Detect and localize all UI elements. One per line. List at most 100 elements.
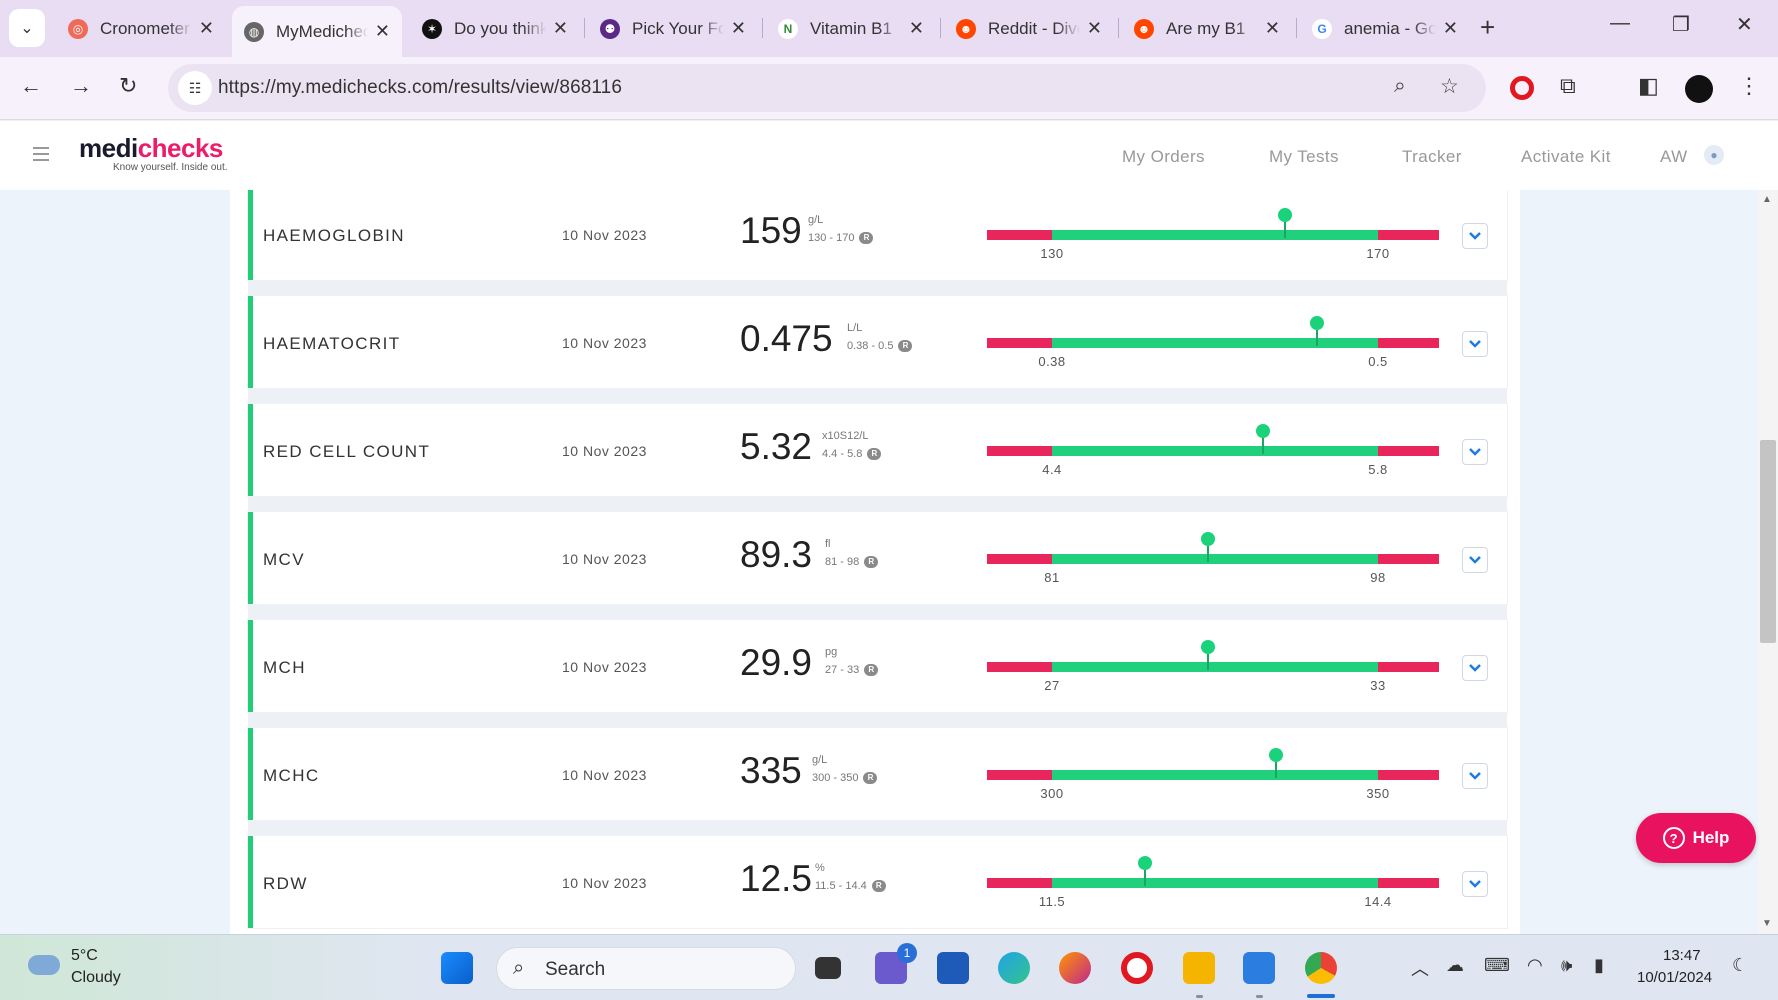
side-panel-icon[interactable]: ◧ xyxy=(1638,73,1659,98)
tab-are-my-b1[interactable]: ☻ Are my B1 ✕ xyxy=(1122,8,1292,49)
range-info-badge[interactable]: R xyxy=(898,340,913,352)
tab-mymedichecks[interactable]: ◍ MyMedichecks ✕ xyxy=(232,6,402,57)
result-marker xyxy=(1201,640,1215,670)
range-info-badge[interactable]: R xyxy=(864,556,879,568)
menu-kebab-icon[interactable]: ⋮ xyxy=(1738,73,1760,98)
result-row[interactable]: MCHC 10 Nov 2023 335 g/L 300 - 350 R 300… xyxy=(248,728,1507,820)
result-row[interactable]: MCH 10 Nov 2023 29.9 pg 27 - 33 R 27 33 xyxy=(248,620,1507,712)
volume-icon[interactable]: 🕪 xyxy=(1561,955,1573,975)
hamburger-menu-icon[interactable] xyxy=(33,147,49,165)
task-view-icon[interactable] xyxy=(815,957,841,979)
tab-close-icon[interactable]: ✕ xyxy=(1442,18,1458,38)
firefox-icon[interactable] xyxy=(1059,952,1091,984)
result-value: 29.9 xyxy=(740,642,813,683)
expand-row-button[interactable] xyxy=(1462,331,1488,357)
tab-reddit[interactable]: ☻ Reddit - Dive ✕ xyxy=(944,8,1114,49)
url-text[interactable]: https://my.medichecks.com/results/view/8… xyxy=(218,77,623,98)
forward-icon[interactable]: → xyxy=(70,73,92,98)
cloud-icon xyxy=(28,955,60,975)
keyboard-icon[interactable]: ⌨ xyxy=(1484,955,1510,975)
range-high-label: 98 xyxy=(1370,570,1386,585)
range-info-badge[interactable]: R xyxy=(863,772,878,784)
nav-activate-kit[interactable]: Activate Kit xyxy=(1521,147,1611,166)
reference-range-text: 4.4 - 5.8 xyxy=(822,448,863,460)
tab-do-you-think[interactable]: ✶ Do you think ✕ xyxy=(410,8,580,49)
taskbar-search[interactable]: ⌕ Search xyxy=(496,947,796,990)
result-row[interactable]: RDW 10 Nov 2023 12.5 % 11.5 - 14.4 R 11.… xyxy=(248,836,1507,928)
user-initials[interactable]: AW xyxy=(1660,147,1688,166)
do-not-disturb-icon[interactable]: ☾ xyxy=(1732,955,1749,975)
tab-pick-your-food[interactable]: ⚉ Pick Your Food ✕ xyxy=(588,8,758,49)
range-low-label: 0.38 xyxy=(1038,354,1066,369)
nav-tracker[interactable]: Tracker xyxy=(1402,147,1462,166)
clock-date[interactable]: 10/01/2024 xyxy=(1637,969,1713,986)
result-row[interactable]: HAEMATOCRIT 10 Nov 2023 0.475 L/L 0.38 -… xyxy=(248,296,1507,388)
expand-row-button[interactable] xyxy=(1462,223,1488,249)
address-bar[interactable]: ☷ https://my.medichecks.com/results/view… xyxy=(168,64,1486,112)
result-row[interactable]: RED CELL COUNT 10 Nov 2023 5.32 x10S12/L… xyxy=(248,404,1507,496)
notepad-icon[interactable] xyxy=(1243,952,1275,984)
tab-close-icon[interactable]: ✕ xyxy=(730,18,746,38)
tab-close-icon[interactable]: ✕ xyxy=(1086,18,1102,38)
profile-avatar[interactable] xyxy=(1685,75,1713,103)
chrome-icon[interactable] xyxy=(1305,952,1337,984)
reference-range-text: 27 - 33 xyxy=(825,664,860,676)
tab-close-icon[interactable]: ✕ xyxy=(908,18,924,38)
close-window-icon[interactable]: ✕ xyxy=(1736,14,1753,36)
result-name: MCV xyxy=(263,550,305,569)
onedrive-icon[interactable]: ☁ xyxy=(1446,955,1464,975)
tab-title: Vitamin B1 xyxy=(810,18,892,38)
clock-time[interactable]: 13:47 xyxy=(1663,947,1701,964)
new-tab-icon[interactable]: + xyxy=(1480,12,1496,42)
result-unit: L/L xyxy=(847,322,863,334)
back-icon[interactable]: ← xyxy=(20,73,42,98)
expand-row-button[interactable] xyxy=(1462,655,1488,681)
minimize-icon[interactable]: — xyxy=(1610,12,1630,34)
windows-start-icon[interactable] xyxy=(441,952,473,984)
opera-extension-icon[interactable] xyxy=(1510,76,1534,100)
result-row[interactable]: MCV 10 Nov 2023 89.3 fl 81 - 98 R 81 98 xyxy=(248,512,1507,604)
site-info-icon[interactable]: ☷ xyxy=(178,71,212,105)
tab-close-icon[interactable]: ✕ xyxy=(198,18,214,38)
user-icon[interactable]: ● xyxy=(1704,145,1724,165)
expand-row-button[interactable] xyxy=(1462,763,1488,789)
reload-icon[interactable]: ↻ xyxy=(119,73,138,98)
scrollbar-thumb[interactable] xyxy=(1760,440,1776,643)
result-row[interactable]: HAEMOGLOBIN 10 Nov 2023 159 g/L 130 - 17… xyxy=(248,190,1507,280)
expand-row-button[interactable] xyxy=(1462,439,1488,465)
tab-close-icon[interactable]: ✕ xyxy=(374,21,390,41)
nav-my-orders[interactable]: My Orders xyxy=(1122,147,1205,166)
tab-vitamin-b1[interactable]: N Vitamin B1 ✕ xyxy=(766,8,936,49)
weather-widget[interactable] xyxy=(0,935,420,1000)
tab-close-icon[interactable]: ✕ xyxy=(1264,18,1280,38)
scroll-up-icon[interactable]: ▲ xyxy=(1762,194,1772,205)
medichecks-logo[interactable]: medichecks Know yourself. Inside out. xyxy=(79,133,228,173)
store-icon[interactable] xyxy=(937,952,969,984)
scroll-down-icon[interactable]: ▼ xyxy=(1762,918,1772,929)
nav-my-tests[interactable]: My Tests xyxy=(1269,147,1339,166)
help-button[interactable]: ? Help xyxy=(1636,813,1756,863)
range-info-badge[interactable]: R xyxy=(864,664,879,676)
tab-close-icon[interactable]: ✕ xyxy=(552,18,568,38)
zoom-icon[interactable]: ⌕ xyxy=(1394,74,1406,97)
expand-row-button[interactable] xyxy=(1462,547,1488,573)
range-low-label: 4.4 xyxy=(1042,462,1062,477)
range-info-badge[interactable]: R xyxy=(867,448,882,460)
tab-search-button[interactable]: ⌄ xyxy=(9,9,45,47)
range-info-badge[interactable]: R xyxy=(859,232,874,244)
wifi-icon[interactable]: ◠ xyxy=(1527,955,1543,975)
restore-icon[interactable]: ❐ xyxy=(1672,14,1690,36)
file-explorer-icon[interactable] xyxy=(1183,952,1215,984)
opera-icon[interactable] xyxy=(1121,952,1153,984)
extensions-icon[interactable]: ⧉ xyxy=(1560,73,1576,98)
tab-anemia-google[interactable]: G anemia - Google ✕ xyxy=(1300,8,1470,49)
range-info-badge[interactable]: R xyxy=(871,880,886,892)
site-favicon-icon: N xyxy=(778,18,798,39)
battery-icon[interactable]: ▮ xyxy=(1594,955,1604,975)
bookmark-star-icon[interactable]: ☆ xyxy=(1440,75,1459,98)
expand-row-button[interactable] xyxy=(1462,871,1488,897)
range-low-label: 81 xyxy=(1044,570,1060,585)
show-hidden-icons-icon[interactable]: ︿ xyxy=(1411,959,1429,979)
edge-icon[interactable] xyxy=(998,952,1030,984)
tab-cronometer[interactable]: ◎ Cronometer ✕ xyxy=(56,8,226,49)
